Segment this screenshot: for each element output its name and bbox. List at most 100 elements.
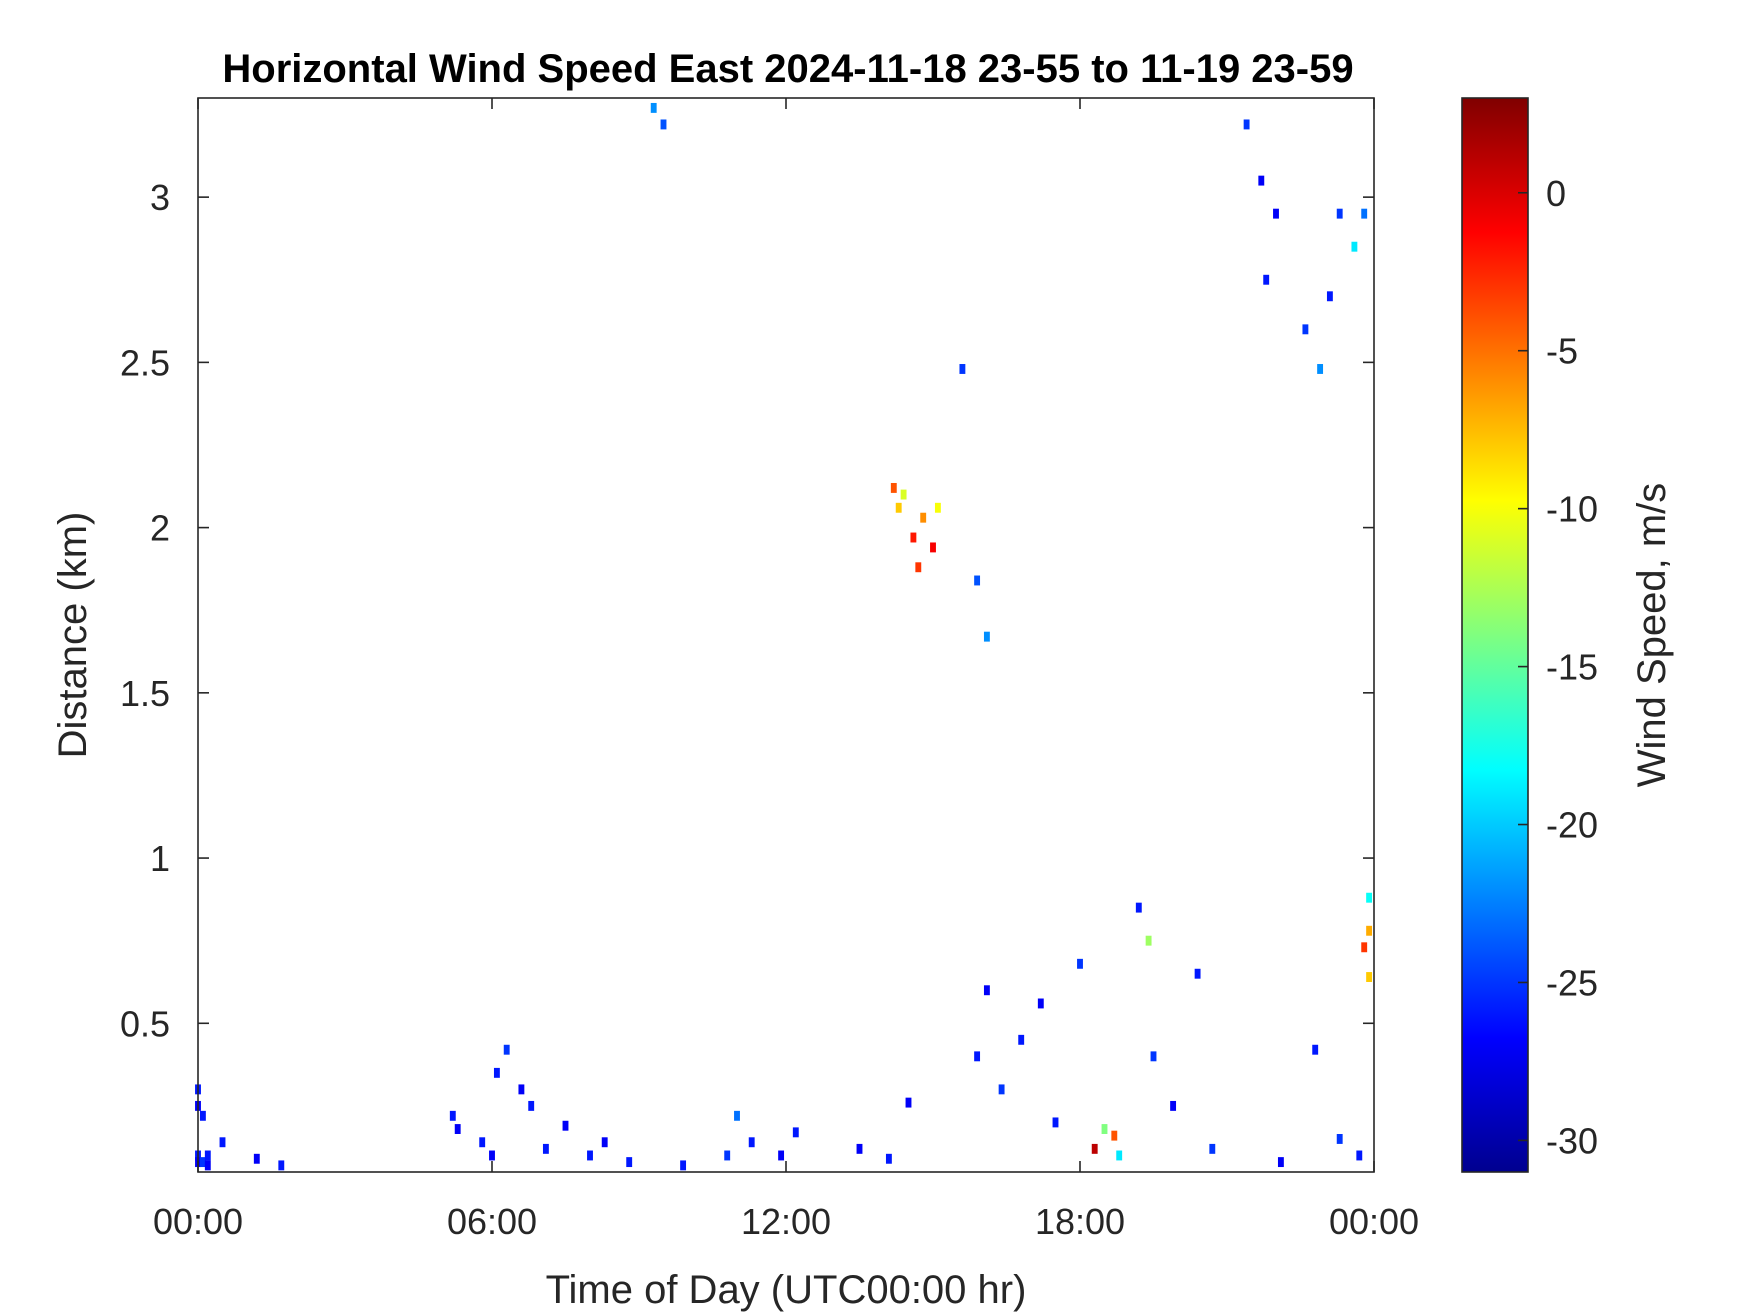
heatmap-cell <box>856 1143 863 1154</box>
heatmap-cell <box>562 1120 569 1131</box>
heatmap-cell <box>278 1160 285 1171</box>
x-axis-label: Time of Day (UTC00:00 hr) <box>546 1268 1027 1312</box>
heatmap-cell <box>792 1127 799 1138</box>
colorbar-tick-label: -20 <box>1546 805 1598 846</box>
heatmap-cell <box>1111 1130 1118 1141</box>
y-tick-label: 2 <box>150 508 170 549</box>
heatmap-cell <box>890 482 897 493</box>
heatmap-cell <box>528 1100 535 1111</box>
x-tick-label: 00:00 <box>1329 1201 1419 1242</box>
heatmap-cell <box>518 1084 525 1095</box>
colorbar-tick-label: -10 <box>1546 489 1598 530</box>
heatmap-cell <box>1273 208 1279 219</box>
colorbar-tick-label: -15 <box>1546 647 1598 688</box>
colorbar-gradient <box>1461 97 1529 1173</box>
heatmap-cell <box>601 1137 608 1148</box>
heatmap-cell <box>1366 892 1373 903</box>
heatmap-cell <box>1336 1134 1343 1144</box>
heatmap-cell <box>1263 274 1270 285</box>
heatmap-cell <box>1258 175 1265 186</box>
heatmap-cell <box>998 1084 1005 1095</box>
heatmap-cell <box>1356 1150 1363 1161</box>
heatmap-cell <box>1135 902 1142 913</box>
colorbar-tick-label: -5 <box>1546 331 1578 372</box>
heatmap-cell <box>503 1044 510 1055</box>
heatmap-cell <box>920 512 927 523</box>
heatmap-cell <box>1361 942 1368 953</box>
heatmap-cell <box>1312 1044 1319 1055</box>
heatmap-cell <box>905 1097 912 1108</box>
heatmap-cell <box>930 542 936 553</box>
heatmap-cell <box>1366 925 1373 936</box>
y-axis-label: Distance (km) <box>51 512 95 759</box>
heatmap-cell <box>660 119 667 130</box>
heatmap-cell <box>959 364 966 374</box>
heatmap-cell <box>734 1110 740 1121</box>
heatmap-cell <box>1302 324 1309 335</box>
x-axis: 00:00 06:00 12:00 18:00 00:00 <box>153 98 1419 1242</box>
heatmap-cell <box>778 1150 785 1161</box>
colorbar: 0 -5 -10 -15 -20 -25 -30 Wind Speed, m/s <box>1461 97 1674 1173</box>
heatmap-cell <box>983 985 990 996</box>
heatmap-cell <box>1317 364 1324 374</box>
heatmap-cell <box>1077 958 1083 969</box>
heatmap-cells <box>195 102 1373 1171</box>
heatmap-cell <box>974 575 981 586</box>
colorbar-label: Wind Speed, m/s <box>1630 483 1674 788</box>
heatmap-cell <box>493 1067 500 1078</box>
heatmap-cell <box>934 502 941 513</box>
heatmap-cell <box>724 1150 731 1161</box>
heatmap-cell <box>204 1150 211 1161</box>
heatmap-cell <box>1351 241 1358 252</box>
plot-area <box>195 97 1375 1173</box>
x-tick-label: 18:00 <box>1035 1201 1125 1242</box>
heatmap-cell <box>1018 1034 1025 1045</box>
heatmap-cell <box>1091 1143 1098 1154</box>
heatmap-cell <box>479 1137 486 1148</box>
heatmap-cell <box>199 1157 206 1168</box>
heatmap-cell <box>253 1153 260 1164</box>
heatmap-cell <box>1209 1143 1216 1154</box>
heatmap-cell <box>1277 1157 1284 1168</box>
y-tick-label: 1 <box>150 838 170 879</box>
x-tick-label: 12:00 <box>741 1201 831 1242</box>
heatmap-cell <box>1366 972 1373 982</box>
heatmap-cell <box>915 562 922 573</box>
heatmap-cell <box>587 1150 593 1161</box>
heatmap-cell <box>1116 1150 1123 1161</box>
heatmap-cell <box>219 1137 226 1148</box>
heatmap-cell <box>542 1143 549 1154</box>
heatmap-cell <box>454 1124 461 1134</box>
heatmap-cell <box>974 1051 981 1062</box>
heatmap-cell <box>895 502 902 513</box>
plot-background <box>198 98 1374 1172</box>
y-tick-label: 0.5 <box>120 1003 170 1044</box>
heatmap-cell <box>650 102 657 113</box>
colorbar-tick-label: 0 <box>1546 173 1566 214</box>
heatmap-cell <box>680 1160 687 1171</box>
heatmap-cell <box>489 1150 495 1161</box>
colorbar-ticks: 0 -5 -10 -15 -20 -25 -30 <box>1518 173 1598 1161</box>
heatmap-cell <box>1037 998 1044 1009</box>
heatmap-cell <box>748 1137 755 1148</box>
y-tick-label: 1.5 <box>120 673 170 714</box>
chart-title: Horizontal Wind Speed East 2024-11-18 23… <box>222 47 1353 91</box>
heatmap-cell <box>1326 291 1333 302</box>
y-tick-label: 2.5 <box>120 342 170 383</box>
heatmap-cell <box>1052 1117 1059 1128</box>
heatmap-cell <box>910 532 917 543</box>
heatmap-cell <box>1101 1124 1108 1134</box>
heatmap-cell <box>885 1153 892 1164</box>
heatmap-cell <box>983 631 990 642</box>
heatmap-cell <box>199 1110 206 1121</box>
heatmap-cell <box>1150 1051 1157 1062</box>
heatmap-cell <box>1336 208 1343 219</box>
heatmap-cell <box>449 1110 456 1121</box>
heatmap-cell <box>204 1160 211 1171</box>
x-tick-label: 06:00 <box>447 1201 537 1242</box>
heatmap-cell <box>1170 1100 1177 1111</box>
heatmap-cell <box>900 489 907 500</box>
x-tick-label: 00:00 <box>153 1201 243 1242</box>
heatmap-cell <box>1194 968 1201 979</box>
